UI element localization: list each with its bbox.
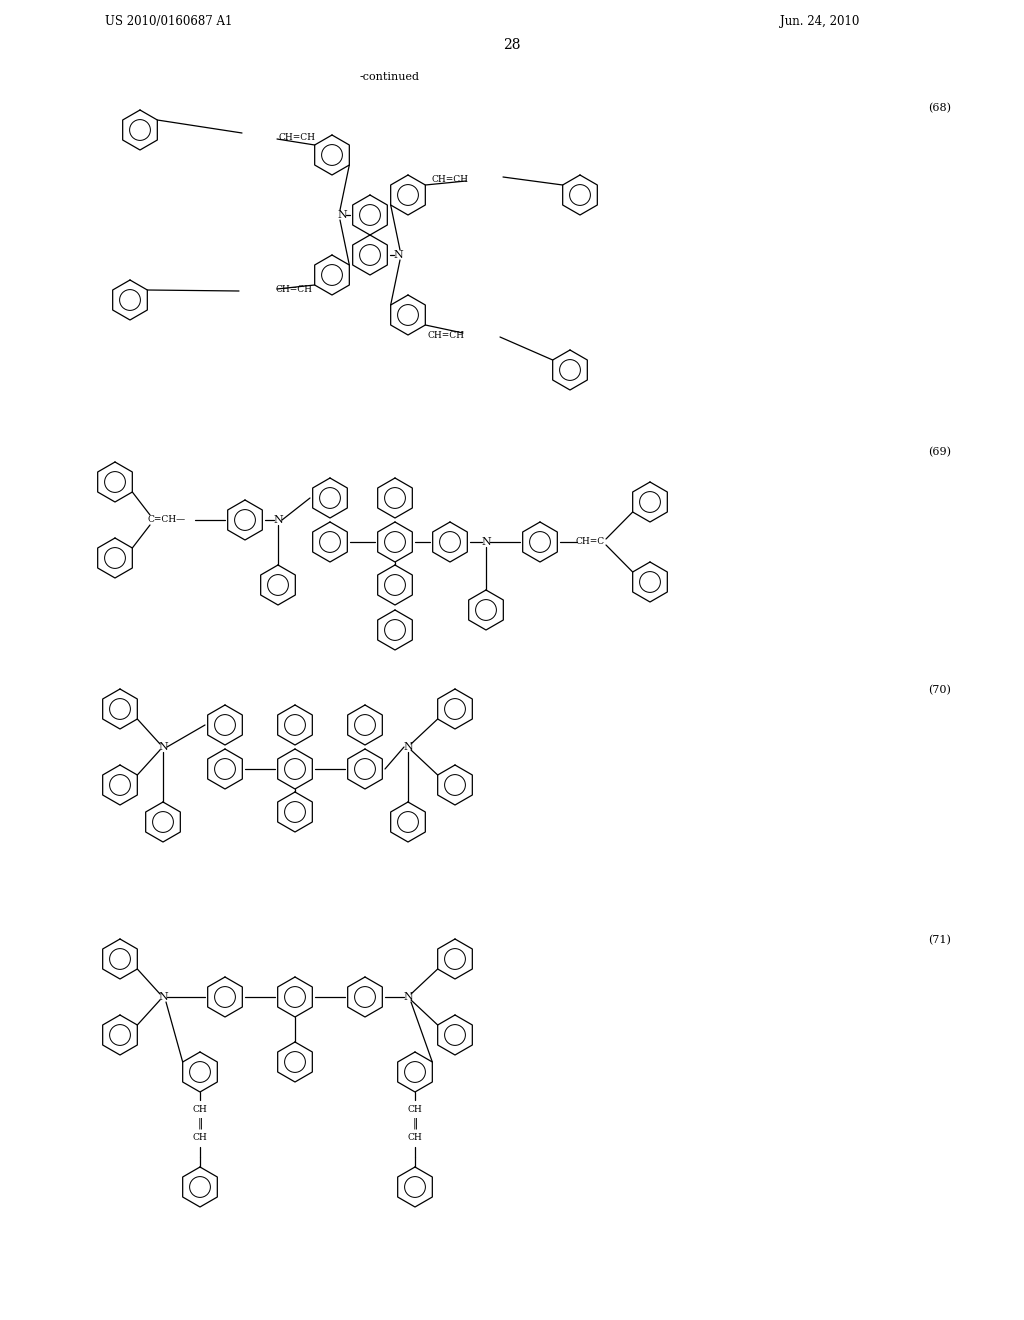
Text: N: N [481,537,490,546]
Text: 28: 28 [503,38,521,51]
Text: CH=C: CH=C [575,537,604,546]
Text: C=CH—: C=CH— [147,516,186,524]
Text: CH=CH: CH=CH [279,132,315,141]
Text: N: N [337,210,347,220]
Text: CH: CH [193,1105,208,1114]
Text: (71): (71) [929,935,951,945]
Text: CH=CH: CH=CH [427,330,465,339]
Text: ‖: ‖ [198,1117,203,1129]
Text: N: N [393,249,402,260]
Text: -continued: -continued [360,73,420,82]
Text: (68): (68) [929,103,951,114]
Text: (70): (70) [929,685,951,696]
Text: CH=CH: CH=CH [431,176,469,185]
Text: ‖: ‖ [413,1117,418,1129]
Text: N: N [273,515,283,525]
Text: CH: CH [408,1105,422,1114]
Text: N: N [403,993,413,1002]
Text: N: N [158,742,168,752]
Text: N: N [158,993,168,1002]
Text: CH=CH: CH=CH [275,285,312,294]
Text: Jun. 24, 2010: Jun. 24, 2010 [780,16,859,29]
Text: N: N [403,742,413,752]
Text: CH: CH [193,1133,208,1142]
Text: US 2010/0160687 A1: US 2010/0160687 A1 [105,16,232,29]
Text: (69): (69) [929,447,951,457]
Text: CH: CH [408,1133,422,1142]
